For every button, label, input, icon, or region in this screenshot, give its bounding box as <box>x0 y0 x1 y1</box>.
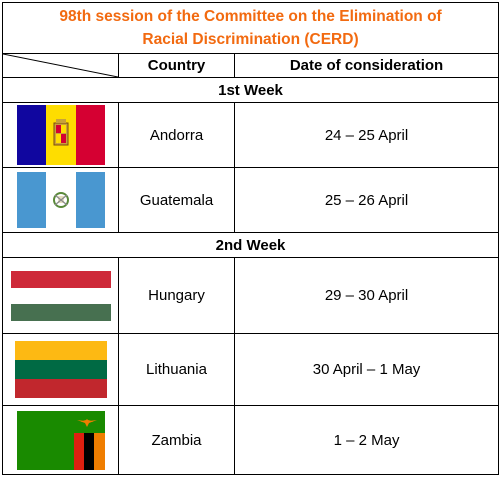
header-date: Date of consideration <box>233 53 500 78</box>
consideration-date: 24 – 25 April <box>233 102 500 168</box>
table-row: Guatemala 25 – 26 April <box>2 167 500 233</box>
header-country: Country <box>118 53 235 78</box>
week-1-label: 1st Week <box>1 77 500 103</box>
country-name: Hungary <box>118 257 235 334</box>
country-name: Zambia <box>118 405 235 475</box>
flag-cell <box>2 102 119 168</box>
lithuania-flag <box>14 341 107 398</box>
hungary-flag <box>10 270 111 321</box>
flag-cell <box>2 405 119 475</box>
table-title: 98th session of the Committee on the Eli… <box>1 2 500 54</box>
table-row: Lithuania 30 April – 1 May <box>2 333 500 406</box>
title-line-1: 98th session of the Committee on the Eli… <box>59 8 442 25</box>
flag-cell <box>2 167 119 233</box>
consideration-date: 25 – 26 April <box>233 167 500 233</box>
schedule-table: 98th session of the Committee on the Eli… <box>1 2 500 475</box>
country-name: Guatemala <box>118 167 235 233</box>
consideration-date: 30 April – 1 May <box>233 333 500 406</box>
diagonal-line <box>3 54 118 77</box>
guatemala-flag <box>16 172 105 228</box>
country-name: Andorra <box>118 102 235 168</box>
zambia-flag <box>16 410 105 470</box>
table-row: Andorra 24 – 25 April <box>2 102 500 168</box>
table-row: Zambia 1 – 2 May <box>2 405 500 475</box>
country-name: Lithuania <box>118 333 235 406</box>
flag-cell <box>2 257 119 334</box>
consideration-date: 1 – 2 May <box>233 405 500 475</box>
table-row: Hungary 29 – 30 April <box>2 257 500 334</box>
week-2-label: 2nd Week <box>1 232 500 258</box>
consideration-date: 29 – 30 April <box>233 257 500 334</box>
flag-cell <box>2 333 119 406</box>
andorra-flag <box>16 105 105 165</box>
title-line-2: Racial Discrimination (CERD) <box>142 31 359 48</box>
diagonal-corner-cell <box>2 53 119 78</box>
